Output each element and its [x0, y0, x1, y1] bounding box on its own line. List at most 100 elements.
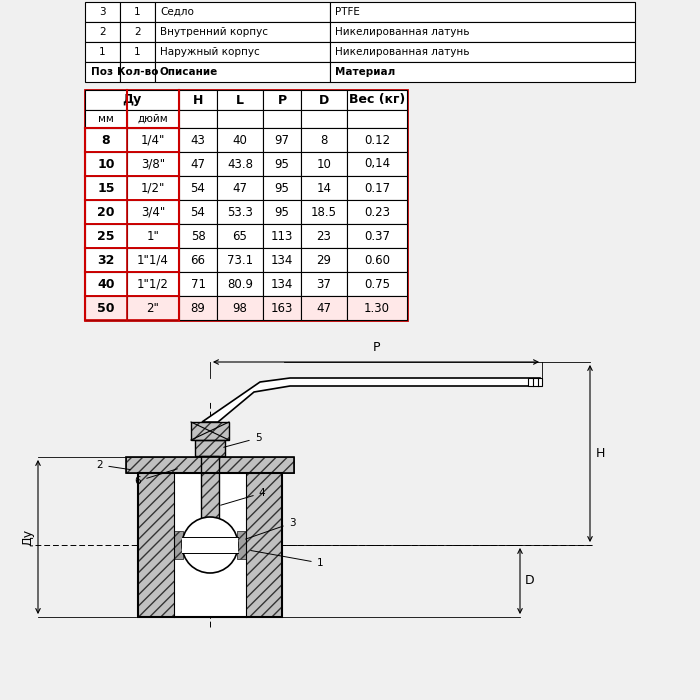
Text: Никелированная латунь: Никелированная латунь	[335, 47, 470, 57]
Text: 3/8": 3/8"	[141, 158, 165, 171]
Bar	[155, 2, 330, 22]
Text: 2: 2	[99, 27, 106, 37]
Bar	[301, 110, 347, 128]
Bar	[347, 200, 407, 224]
Bar	[174, 531, 183, 559]
Bar	[347, 128, 407, 152]
Bar	[85, 200, 127, 224]
Bar	[120, 62, 155, 82]
Text: 3: 3	[99, 7, 106, 17]
Bar	[347, 272, 407, 296]
Bar	[217, 224, 263, 248]
Bar	[347, 176, 407, 200]
Text: 1.30: 1.30	[364, 302, 390, 314]
Text: 0.60: 0.60	[364, 253, 390, 267]
Bar	[138, 473, 174, 617]
Text: P: P	[372, 341, 379, 354]
Bar	[301, 90, 347, 110]
Bar	[85, 176, 127, 200]
Text: 8: 8	[321, 134, 328, 146]
Bar	[301, 272, 347, 296]
Bar	[127, 176, 179, 200]
Text: 2: 2	[134, 27, 141, 37]
Bar	[330, 42, 635, 62]
Bar	[85, 296, 127, 320]
Bar	[155, 62, 330, 82]
Bar	[263, 152, 301, 176]
Bar	[217, 296, 263, 320]
Text: 1: 1	[134, 47, 141, 57]
Bar	[217, 200, 263, 224]
Bar	[330, 2, 635, 22]
Text: 98: 98	[232, 302, 247, 314]
Bar	[85, 128, 127, 152]
Bar	[217, 152, 263, 176]
Bar	[85, 90, 407, 320]
Bar	[179, 296, 217, 320]
Bar	[263, 128, 301, 152]
Text: 163: 163	[271, 302, 293, 314]
Bar	[237, 531, 246, 559]
Bar	[301, 200, 347, 224]
Text: 97: 97	[274, 134, 290, 146]
Text: Поз: Поз	[92, 67, 113, 77]
Bar	[179, 128, 217, 152]
Text: 15: 15	[97, 181, 115, 195]
Bar	[120, 22, 155, 42]
Text: 95: 95	[274, 181, 289, 195]
Text: 71: 71	[190, 277, 206, 290]
Text: 95: 95	[274, 206, 289, 218]
Bar	[347, 90, 407, 110]
Text: 2: 2	[97, 460, 130, 470]
Text: мм: мм	[98, 114, 114, 124]
Bar	[347, 152, 407, 176]
Bar	[85, 2, 120, 22]
Text: PTFE: PTFE	[335, 7, 360, 17]
Text: 53.3: 53.3	[227, 206, 253, 218]
Bar	[179, 90, 217, 110]
Bar	[263, 248, 301, 272]
Text: 8: 8	[102, 134, 111, 146]
Text: дюйм: дюйм	[138, 114, 168, 124]
Polygon shape	[202, 378, 540, 422]
Text: Кол-во: Кол-во	[117, 67, 158, 77]
Text: 134: 134	[271, 253, 293, 267]
Text: H: H	[596, 447, 605, 460]
Text: 1": 1"	[146, 230, 160, 242]
Bar	[120, 42, 155, 62]
Bar	[127, 110, 179, 128]
Text: 1/2": 1/2"	[141, 181, 165, 195]
Bar	[155, 42, 330, 62]
Text: 23: 23	[316, 230, 331, 242]
Text: Описание: Описание	[160, 67, 218, 77]
Bar	[179, 248, 217, 272]
Text: 40: 40	[97, 277, 115, 290]
Bar	[127, 296, 179, 320]
Bar	[301, 224, 347, 248]
Text: 1: 1	[99, 47, 106, 57]
Text: 4: 4	[220, 488, 265, 505]
Bar	[138, 473, 282, 617]
Text: 43.8: 43.8	[227, 158, 253, 171]
Bar	[179, 176, 217, 200]
Bar	[263, 296, 301, 320]
Text: 0.37: 0.37	[364, 230, 390, 242]
Bar	[330, 62, 635, 82]
Bar	[127, 128, 179, 152]
Bar	[85, 152, 127, 176]
Bar	[528, 378, 542, 386]
Text: 5: 5	[224, 433, 261, 447]
Bar	[85, 22, 120, 42]
Bar	[263, 224, 301, 248]
Text: 134: 134	[271, 277, 293, 290]
Bar	[179, 200, 217, 224]
Bar	[179, 110, 217, 128]
Bar	[85, 62, 120, 82]
Bar	[182, 537, 238, 553]
Bar	[191, 422, 229, 440]
Bar	[195, 440, 225, 456]
Bar	[301, 176, 347, 200]
Bar	[179, 224, 217, 248]
Text: D: D	[525, 575, 535, 587]
Text: 47: 47	[232, 181, 248, 195]
